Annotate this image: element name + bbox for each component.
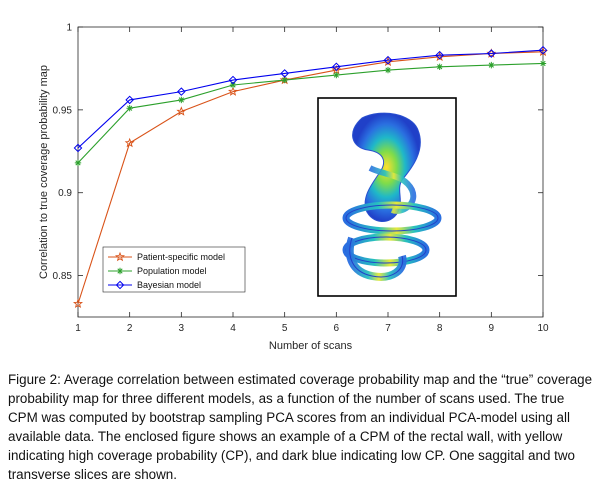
y-tick-label: 0.95 [53, 105, 73, 116]
data-point [383, 55, 393, 65]
data-point [487, 49, 496, 58]
x-tick-label: 7 [385, 323, 391, 334]
data-point [177, 87, 186, 96]
series-2 [73, 45, 548, 153]
y-axis-label: Correlation to true coverage probability… [38, 65, 50, 279]
legend-marker [115, 280, 125, 290]
data-point [332, 62, 341, 72]
data-point [539, 60, 547, 67]
x-axis-label: Number of scans [269, 340, 353, 352]
series-line [77, 62, 544, 164]
legend-entry: Population model [108, 266, 207, 276]
legend-marker [116, 267, 124, 275]
y-tick-label: 1 [66, 23, 72, 34]
x-tick-label: 10 [537, 323, 549, 334]
legend-entry: Patient-specific model [108, 251, 225, 262]
y-axis: 0.85 0.9 0.95 1 [53, 23, 543, 282]
data-point [384, 66, 392, 74]
sagittal-slice-icon [352, 112, 421, 222]
legend-label: Bayesian model [137, 280, 201, 290]
x-tick-label: 3 [179, 323, 185, 334]
y-tick-label: 0.85 [53, 271, 73, 282]
legend-entry: Bayesian model [108, 280, 201, 290]
series-1 [74, 60, 547, 167]
data-point [333, 71, 340, 79]
data-point [126, 105, 133, 112]
data-point [435, 50, 444, 60]
x-tick-label: 1 [75, 323, 81, 334]
data-point [124, 137, 135, 148]
legend-marker [115, 251, 125, 262]
data-point [72, 298, 84, 309]
figure-caption: Figure 2: Average correlation between es… [8, 372, 593, 482]
data-point [73, 143, 83, 153]
x-tick-label: 4 [230, 323, 236, 334]
cpm-inset-image [317, 97, 457, 297]
x-tick-label: 9 [489, 323, 495, 334]
data-point [176, 106, 187, 116]
data-point [331, 64, 342, 75]
data-point [281, 76, 288, 84]
data-point [227, 86, 239, 96]
series-line [77, 49, 544, 149]
x-axis: 1 2 3 4 5 6 7 8 9 10 [75, 27, 549, 334]
y-tick-label: 0.9 [58, 188, 72, 199]
x-tick-label: 2 [127, 323, 133, 334]
data-point [436, 63, 443, 70]
data-point [538, 45, 548, 55]
x-tick-label: 8 [437, 323, 443, 334]
x-tick-label: 6 [334, 323, 340, 334]
data-point [280, 69, 289, 78]
data-point [229, 81, 237, 89]
data-point [125, 95, 134, 105]
series-layer [72, 45, 549, 309]
series-line [77, 51, 544, 304]
legend-label: Patient-specific model [137, 252, 225, 262]
line-chart: 0.85 0.9 0.95 1 1 2 3 4 5 6 7 8 9 10 Patient-specifi… [38, 23, 549, 353]
data-point [74, 159, 82, 167]
data-point [488, 61, 495, 69]
legend: Patient-specific model Population model Ba… [102, 246, 246, 293]
legend-label: Population model [137, 266, 207, 276]
data-point [178, 96, 185, 104]
x-tick-label: 5 [282, 323, 288, 334]
data-point [228, 75, 238, 85]
